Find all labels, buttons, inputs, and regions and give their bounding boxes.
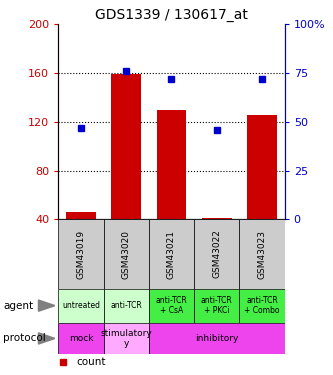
Text: count: count	[76, 357, 106, 367]
Bar	[149, 322, 285, 354]
Text: GSM43019: GSM43019	[76, 230, 86, 279]
Text: stimulatory
y: stimulatory y	[100, 329, 152, 348]
Bar	[149, 289, 194, 322]
Text: mock: mock	[69, 334, 93, 343]
Title: GDS1339 / 130617_at: GDS1339 / 130617_at	[95, 8, 248, 22]
Bar	[58, 219, 104, 289]
Bar	[58, 322, 104, 354]
Text: agent: agent	[3, 301, 33, 310]
Bar	[58, 289, 104, 322]
Polygon shape	[38, 300, 55, 311]
Bar	[202, 218, 231, 219]
Text: anti-TCR
+ PKCi: anti-TCR + PKCi	[201, 296, 233, 315]
Bar	[194, 289, 239, 322]
Text: anti-TCR: anti-TCR	[110, 301, 142, 310]
Bar	[104, 322, 149, 354]
Bar	[112, 74, 141, 219]
Bar	[194, 219, 239, 289]
Text: anti-TCR
+ CsA: anti-TCR + CsA	[156, 296, 187, 315]
Bar	[104, 289, 149, 322]
Bar	[104, 219, 149, 289]
Bar	[66, 212, 96, 219]
Bar	[239, 289, 285, 322]
Bar	[247, 115, 277, 219]
Text: untreated: untreated	[62, 301, 100, 310]
Text: inhibitory: inhibitory	[195, 334, 238, 343]
Text: anti-TCR
+ Combo: anti-TCR + Combo	[244, 296, 280, 315]
Text: GSM43022: GSM43022	[212, 230, 221, 279]
Text: protocol: protocol	[3, 333, 46, 344]
Polygon shape	[38, 333, 55, 344]
Text: GSM43021: GSM43021	[167, 230, 176, 279]
Text: GSM43020: GSM43020	[122, 230, 131, 279]
Bar	[157, 110, 186, 219]
Bar	[149, 219, 194, 289]
Bar	[239, 219, 285, 289]
Text: GSM43023: GSM43023	[257, 230, 267, 279]
